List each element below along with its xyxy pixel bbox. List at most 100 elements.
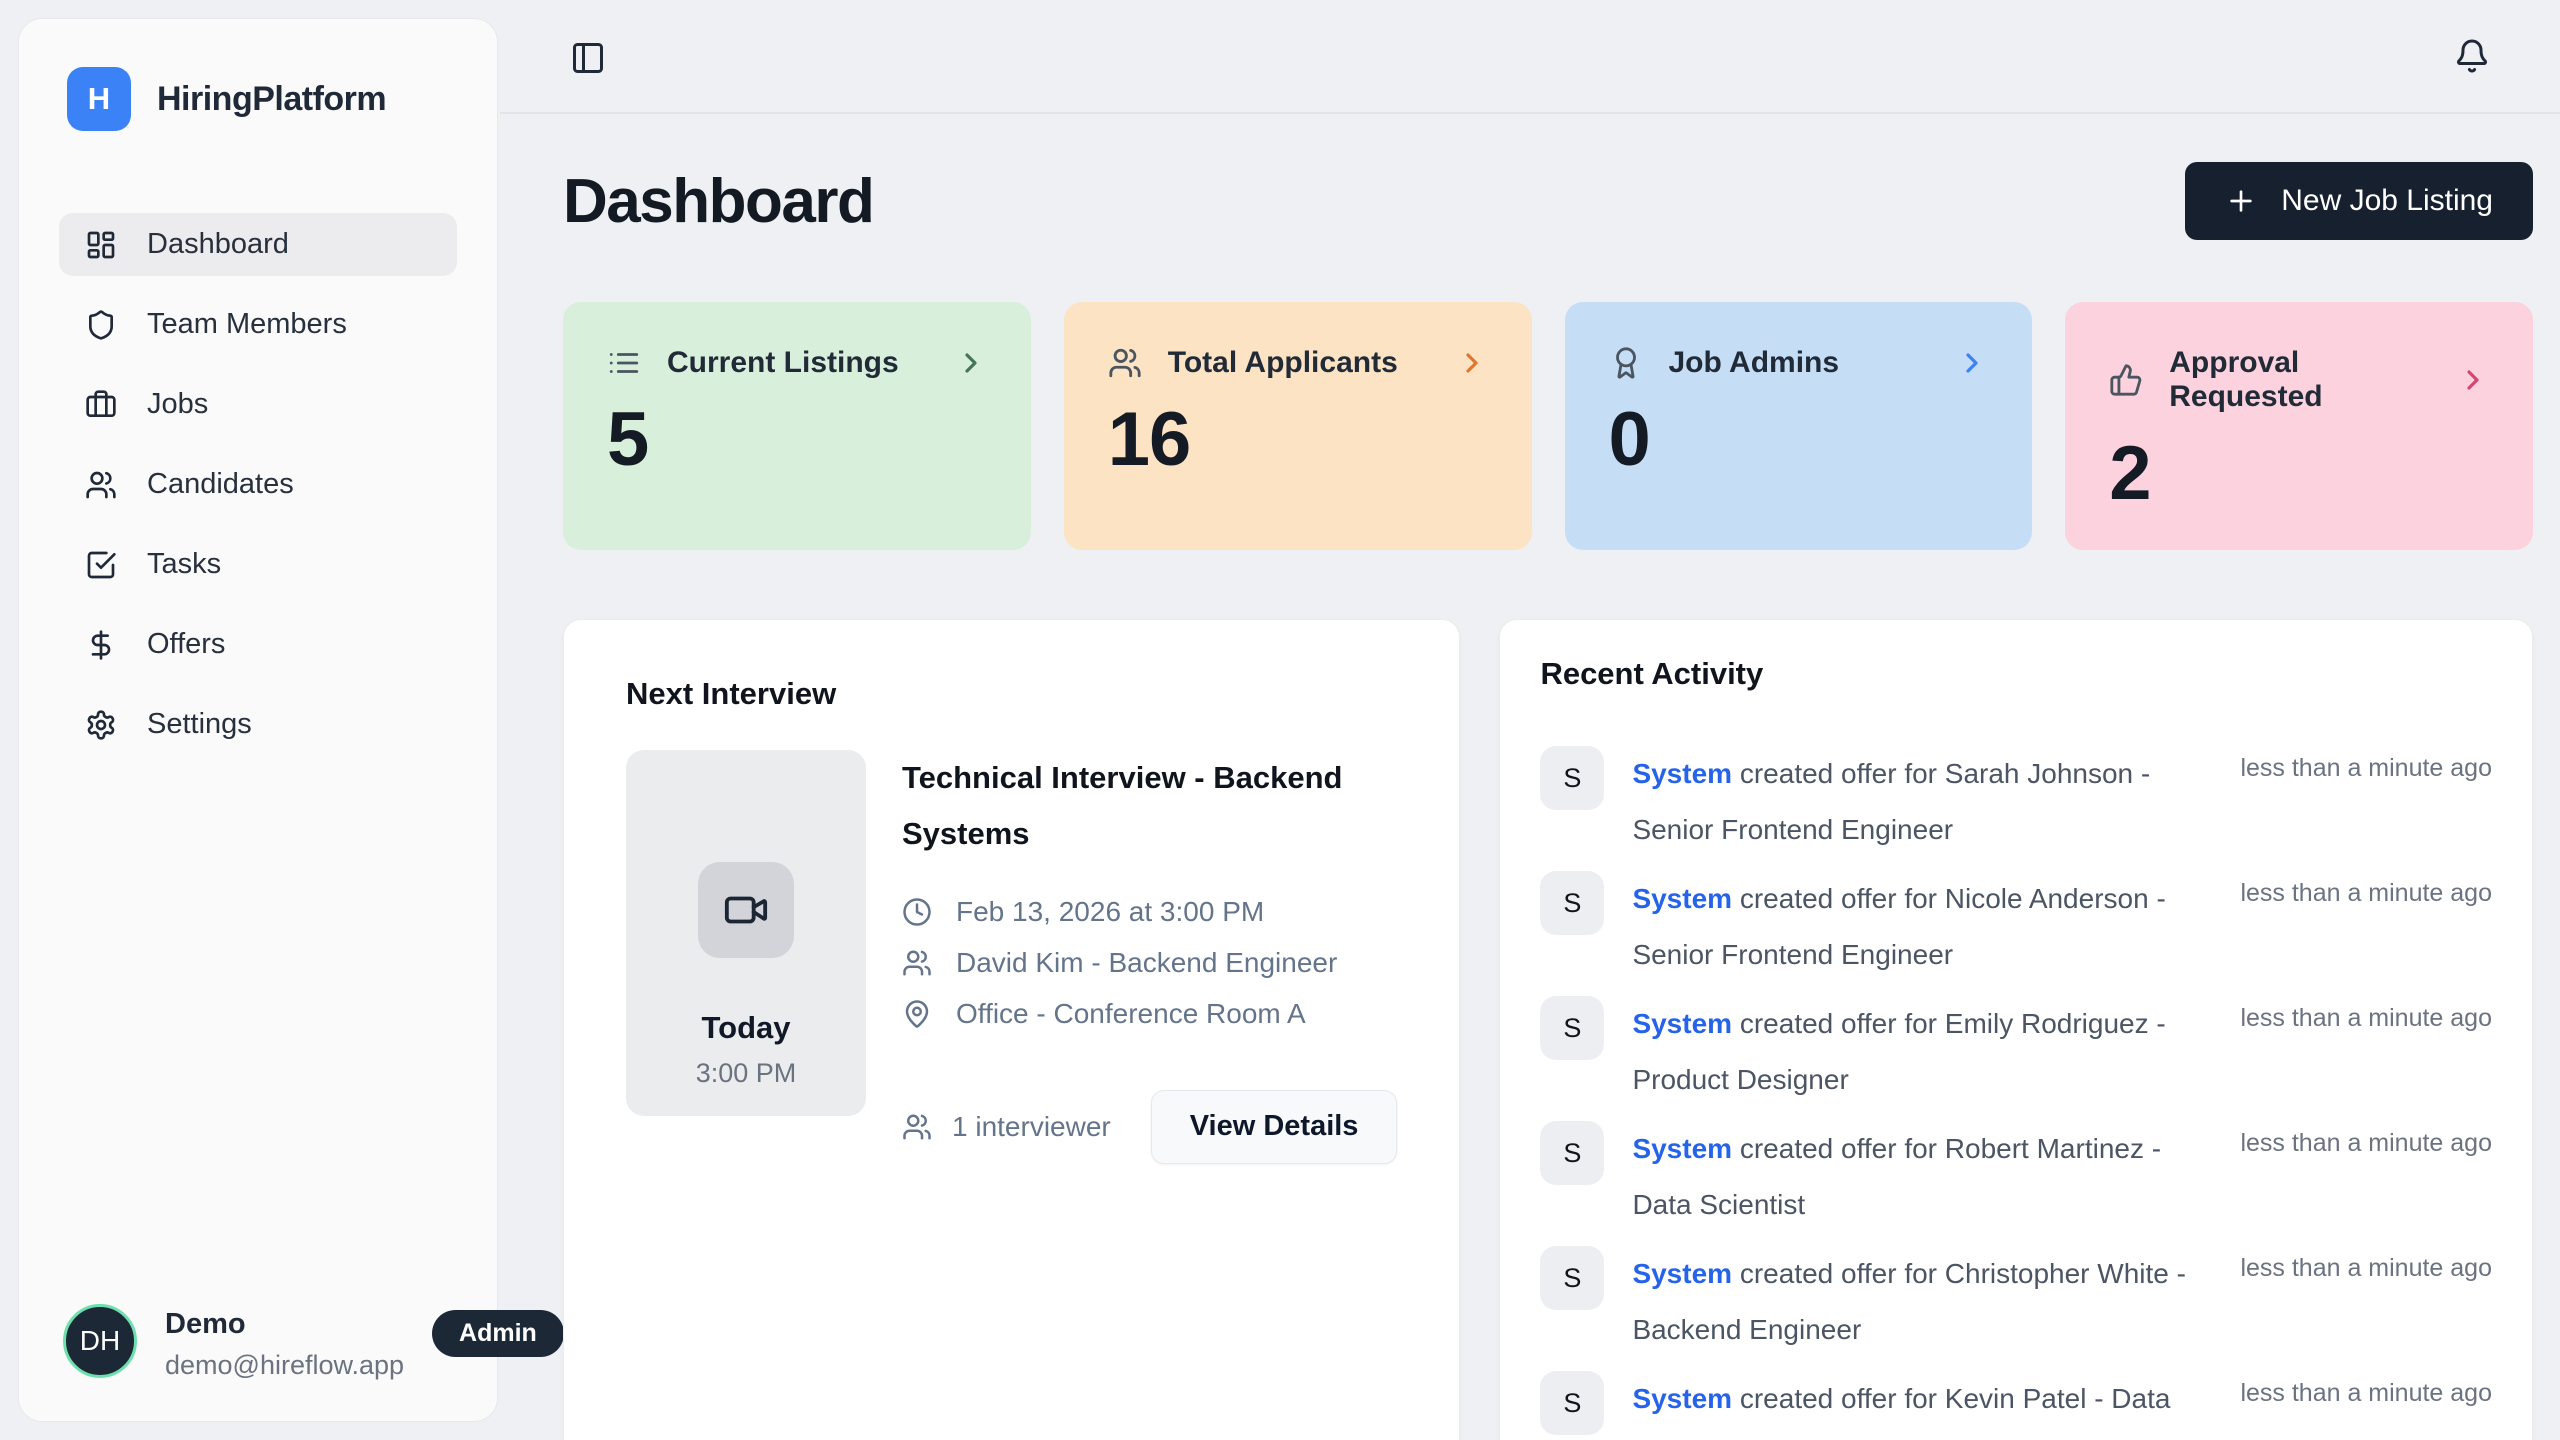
stat-value: 5 bbox=[607, 397, 649, 482]
interview-footer: 1 interviewer View Details bbox=[902, 1089, 1398, 1164]
sidebar-item-label: Offers bbox=[147, 628, 226, 660]
activity-message: created offer for Sarah Johnson - Senior… bbox=[1632, 758, 2151, 845]
activity-actor: System bbox=[1632, 1133, 1733, 1164]
activity-avatar: S bbox=[1540, 1246, 1605, 1310]
stat-card-approval-requested[interactable]: Approval Requested 2 bbox=[2065, 302, 2533, 550]
stats-row: Current Listings 5 Total Applicants 16 bbox=[563, 302, 2533, 550]
activity-timestamp: less than a minute ago bbox=[2240, 754, 2492, 782]
activity-message: created offer for Nicole Anderson - Seni… bbox=[1632, 883, 2166, 970]
brand-logo-letter: H bbox=[87, 81, 111, 116]
new-job-listing-button[interactable]: New Job Listing bbox=[2185, 162, 2533, 240]
next-interview-panel: Next Interview Today 3:00 PM Technical I… bbox=[563, 619, 1461, 1440]
activity-message: created offer for Robert Martinez - Data… bbox=[1632, 1133, 2162, 1220]
main-content: Dashboard New Job Listing Current Listin… bbox=[563, 114, 2533, 1440]
activity-actor: System bbox=[1632, 1258, 1733, 1289]
briefcase-icon bbox=[85, 389, 117, 421]
sidebar-item-offers[interactable]: Offers bbox=[59, 613, 457, 676]
stat-card-header: Total Applicants bbox=[1108, 346, 1488, 380]
stat-card-job-admins[interactable]: Job Admins 0 bbox=[1564, 302, 2033, 550]
activity-item: S System created offer for Emily Rodrigu… bbox=[1540, 996, 2492, 1108]
interview-date-label: Today bbox=[701, 1010, 791, 1045]
activity-actor: System bbox=[1632, 1383, 1733, 1414]
activity-avatar: S bbox=[1540, 871, 1605, 935]
new-job-listing-label: New Job Listing bbox=[2281, 184, 2493, 217]
users-icon bbox=[902, 948, 932, 978]
stat-value: 0 bbox=[1608, 397, 1651, 482]
activity-text: System created offer for Emily Rodriguez… bbox=[1632, 996, 2212, 1108]
sidebar-item-label: Jobs bbox=[147, 388, 209, 420]
interview-datetime: Feb 13, 2026 at 3:00 PM bbox=[956, 895, 1265, 927]
interview-job-title: Technical Interview - Backend Systems bbox=[902, 760, 1343, 851]
activity-avatar: S bbox=[1540, 746, 1605, 810]
sidebar-nav: Dashboard Team Members Jobs Candidates T… bbox=[19, 213, 497, 756]
activity-text: System created offer for Sarah Johnson -… bbox=[1632, 746, 2212, 858]
sidebar-item-jobs[interactable]: Jobs bbox=[59, 373, 457, 436]
activity-timestamp: less than a minute ago bbox=[2240, 1379, 2492, 1407]
stat-card-header: Job Admins bbox=[1609, 346, 1989, 380]
map-pin-icon bbox=[902, 999, 932, 1029]
video-icon bbox=[698, 862, 794, 958]
user-info: Demo demo@hireflow.app bbox=[165, 1304, 404, 1381]
clock-icon bbox=[902, 897, 932, 927]
brand-logo: H bbox=[67, 67, 131, 131]
users-icon bbox=[1108, 346, 1142, 380]
list-icon bbox=[607, 346, 641, 380]
interview-location: Office - Conference Room A bbox=[956, 997, 1306, 1029]
user-email: demo@hireflow.app bbox=[165, 1350, 405, 1380]
activity-actor: System bbox=[1632, 758, 1733, 789]
sidebar-item-team-members[interactable]: Team Members bbox=[59, 293, 457, 356]
activity-timestamp: less than a minute ago bbox=[2240, 879, 2492, 907]
interview-body: Today 3:00 PM Technical Interview - Back… bbox=[626, 750, 1398, 1164]
activity-text: System created offer for Christopher Whi… bbox=[1632, 1246, 2212, 1358]
avatar-initials: DH bbox=[79, 1325, 121, 1356]
award-icon bbox=[1609, 346, 1643, 380]
sidebar-item-tasks[interactable]: Tasks bbox=[59, 533, 457, 596]
page-head: Dashboard New Job Listing bbox=[563, 162, 2533, 240]
next-interview-title: Next Interview bbox=[626, 676, 837, 711]
activity-item: S System created offer for Sarah Johnson… bbox=[1540, 746, 2492, 858]
activity-actor: System bbox=[1632, 1008, 1733, 1039]
stat-card-header: Approval Requested bbox=[2109, 346, 2489, 414]
stat-label: Total Applicants bbox=[1167, 346, 1398, 379]
activity-text: System created offer for Robert Martinez… bbox=[1632, 1121, 2212, 1233]
sidebar-item-label: Tasks bbox=[147, 548, 222, 580]
shield-icon bbox=[85, 309, 117, 341]
sidebar-item-dashboard[interactable]: Dashboard bbox=[59, 213, 457, 276]
interview-meta: Feb 13, 2026 at 3:00 PM David Kim - Back… bbox=[902, 896, 1397, 1030]
interview-date-tile: Today 3:00 PM bbox=[626, 750, 866, 1116]
sidebar-toggle-icon[interactable] bbox=[570, 38, 610, 78]
view-details-button[interactable]: View Details bbox=[1150, 1089, 1398, 1164]
interview-candidate-row: David Kim - Backend Engineer bbox=[902, 947, 1397, 979]
interview-datetime-row: Feb 13, 2026 at 3:00 PM bbox=[902, 896, 1397, 928]
user-name: Demo bbox=[165, 1308, 246, 1340]
check-square-icon bbox=[85, 549, 117, 581]
panels-row: Next Interview Today 3:00 PM Technical I… bbox=[563, 619, 2533, 1440]
bell-icon[interactable] bbox=[2454, 36, 2494, 76]
sidebar-item-label: Settings bbox=[147, 708, 252, 740]
activity-timestamp: less than a minute ago bbox=[2240, 1254, 2492, 1282]
chevron-right-icon bbox=[1456, 347, 1488, 379]
activity-item: S System created offer for Robert Martin… bbox=[1540, 1121, 2492, 1233]
stat-card-total-applicants[interactable]: Total Applicants 16 bbox=[1063, 302, 1532, 550]
activity-actor: System bbox=[1632, 883, 1733, 914]
stat-card-current-listings[interactable]: Current Listings 5 bbox=[563, 302, 1031, 550]
sidebar-item-candidates[interactable]: Candidates bbox=[59, 453, 457, 516]
stat-label: Approval Requested bbox=[2169, 346, 2323, 413]
sidebar-item-settings[interactable]: Settings bbox=[59, 693, 457, 756]
activity-item: S System created offer for Christopher W… bbox=[1540, 1246, 2492, 1358]
interviewer-count: 1 interviewer bbox=[902, 1111, 1111, 1143]
stat-card-header: Current Listings bbox=[607, 346, 987, 380]
recent-activity-title: Recent Activity bbox=[1540, 656, 1764, 691]
top-header bbox=[500, 0, 2560, 114]
interview-location-row: Office - Conference Room A bbox=[902, 998, 1397, 1030]
interview-details: Technical Interview - Backend Systems Fe… bbox=[902, 750, 1398, 1164]
interview-time-label: 3:00 PM bbox=[695, 1058, 797, 1088]
stat-label: Current Listings bbox=[667, 346, 899, 379]
activity-item: S System created offer for Nicole Anders… bbox=[1540, 871, 2492, 983]
brand-header: H HiringPlatform bbox=[19, 19, 497, 131]
user-profile[interactable]: DH Demo demo@hireflow.app Admin bbox=[63, 1304, 564, 1381]
dollar-icon bbox=[85, 629, 117, 661]
sidebar-item-label: Dashboard bbox=[147, 228, 289, 260]
sidebar-item-label: Team Members bbox=[147, 308, 347, 340]
interview-candidate: David Kim - Backend Engineer bbox=[956, 946, 1338, 978]
